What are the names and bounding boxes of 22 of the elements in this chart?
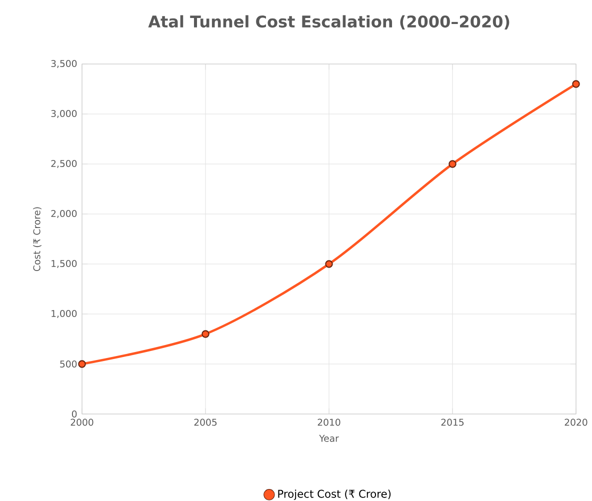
legend-label: Project Cost (₹ Crore) bbox=[278, 490, 391, 500]
y-tick-label: 3,000 bbox=[51, 110, 77, 118]
x-axis-title: Year bbox=[319, 434, 339, 442]
y-tick-label: 0 bbox=[72, 410, 77, 418]
x-tick-label: 2010 bbox=[318, 418, 340, 426]
point bbox=[325, 260, 333, 268]
point bbox=[572, 80, 580, 88]
x-tick-label: 2015 bbox=[441, 418, 464, 426]
y-tick-label: 1,000 bbox=[52, 310, 77, 318]
y-tick-label: 2,500 bbox=[51, 160, 77, 168]
y-tick-label: 1,500 bbox=[52, 260, 77, 268]
x-tick-label: 2020 bbox=[564, 418, 588, 426]
point bbox=[202, 330, 210, 338]
point bbox=[448, 160, 456, 168]
y-axis-title: Cost (₹ Crore) bbox=[33, 207, 42, 272]
point bbox=[78, 360, 86, 368]
y-tick-label: 500 bbox=[60, 360, 77, 368]
y-tick-label: 2,000 bbox=[51, 210, 77, 218]
chart-title: Atal Tunnel Cost Escalation (2000–2020) bbox=[148, 15, 510, 30]
x-tick-label: 2005 bbox=[194, 418, 217, 426]
y-tick-label: 3,500 bbox=[51, 60, 77, 68]
x-tick-label: 2000 bbox=[70, 418, 94, 426]
